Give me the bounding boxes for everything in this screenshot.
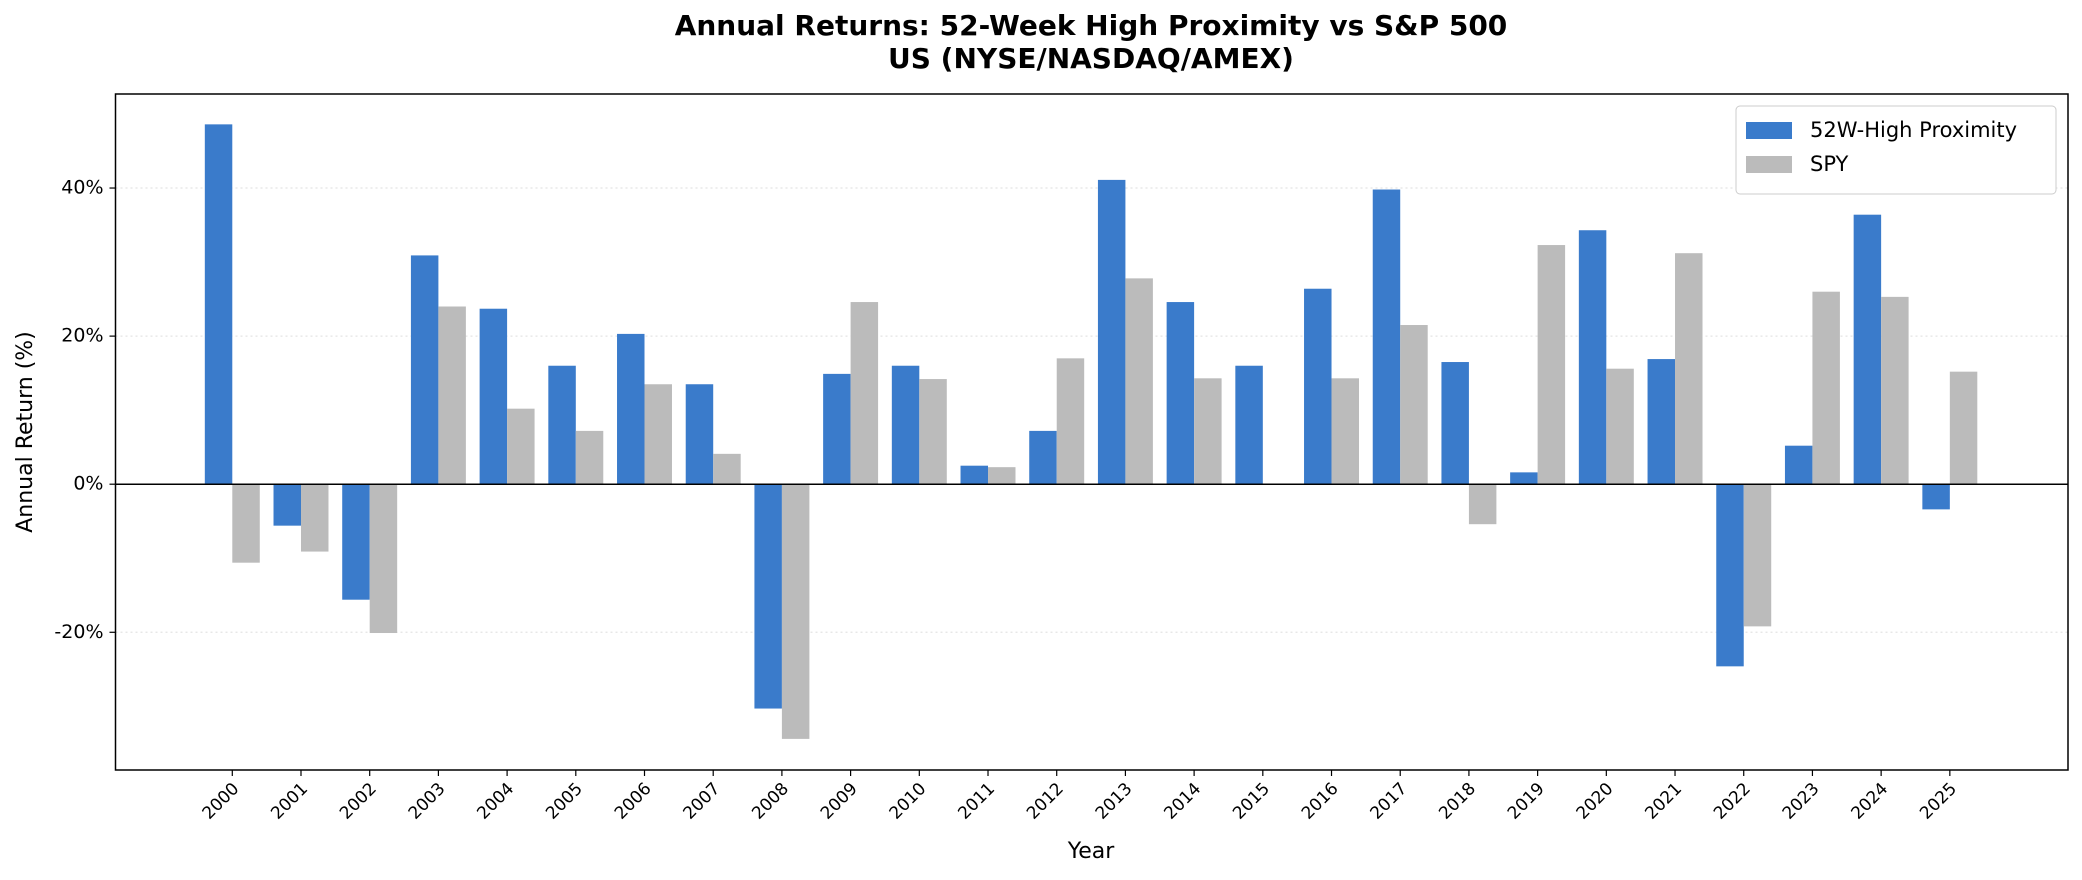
bar <box>1784 445 1813 485</box>
x-tick-label: 2020 <box>1573 779 1618 824</box>
bar <box>1675 253 1703 485</box>
bar <box>988 467 1016 485</box>
legend-box <box>1735 105 2057 195</box>
bar <box>823 373 851 485</box>
x-tick-label: 2005 <box>542 779 587 824</box>
bar <box>548 365 576 485</box>
bar <box>1194 378 1222 485</box>
bar <box>617 333 645 485</box>
bar <box>1235 365 1263 485</box>
bar <box>644 384 672 485</box>
chart-title: Annual Returns: 52-Week High Proximity v… <box>675 9 1508 42</box>
bar <box>1056 358 1085 485</box>
x-tick-label: 2011 <box>954 779 999 824</box>
bar <box>1400 325 1428 485</box>
bar <box>919 379 947 485</box>
bar <box>1537 245 1566 485</box>
bar <box>1881 296 1909 485</box>
bar <box>1606 368 1634 485</box>
x-tick-label: 2007 <box>680 779 725 824</box>
bar <box>575 430 604 485</box>
x-tick-label: 2006 <box>611 779 656 824</box>
x-tick-label: 2010 <box>886 779 931 824</box>
x-tick-label: 2019 <box>1504 779 1549 824</box>
x-tick-label: 2002 <box>336 779 381 824</box>
bar <box>713 453 741 485</box>
legend-label: 52W-High Proximity <box>1810 118 2017 142</box>
x-tick-label: 2022 <box>1710 779 1755 824</box>
bar <box>479 308 508 485</box>
bar <box>300 484 329 552</box>
y-tick-label: 0% <box>73 473 103 495</box>
bar <box>685 384 714 485</box>
bar <box>1743 484 1772 627</box>
bar <box>273 484 301 526</box>
y-tick-label: 40% <box>61 177 103 199</box>
bar <box>1578 230 1607 485</box>
legend-swatch <box>1746 156 1792 173</box>
bar <box>1468 484 1497 525</box>
bar <box>232 484 260 563</box>
x-tick-label: 2000 <box>199 779 244 824</box>
x-tick-label: 2016 <box>1298 779 1343 824</box>
x-tick-label: 2009 <box>817 779 862 824</box>
bar <box>1166 302 1195 485</box>
x-tick-label: 2021 <box>1641 779 1686 824</box>
x-tick-label: 2024 <box>1847 779 1892 824</box>
x-tick-label: 2012 <box>1023 779 1068 824</box>
legend: 52W-High Proximity SPY <box>1735 105 2057 195</box>
bar <box>410 255 439 485</box>
bar <box>1331 378 1359 485</box>
y-tick-label: 20% <box>61 325 103 347</box>
bar <box>1716 484 1744 667</box>
x-tick-label: 2014 <box>1160 779 1205 824</box>
bar <box>781 484 810 739</box>
bar <box>342 484 370 600</box>
bar <box>1922 484 1950 510</box>
plot-frame <box>114 93 2069 771</box>
x-tick-label: 2025 <box>1916 779 1961 824</box>
bar <box>438 306 466 485</box>
bar <box>891 365 920 485</box>
bar <box>1812 291 1840 485</box>
x-tick-label: 2003 <box>405 779 450 824</box>
x-axis-label: Year <box>1067 839 1116 864</box>
bar <box>1853 214 1882 485</box>
x-tick-label: 2008 <box>748 779 793 824</box>
x-tick-label: 2015 <box>1229 779 1274 824</box>
bar <box>960 465 989 485</box>
bar <box>1647 359 1676 485</box>
y-axis-label: Annual Return (%) <box>13 331 38 533</box>
x-tick-label: 2004 <box>473 779 518 824</box>
bar <box>1510 472 1538 485</box>
x-tick-label: 2018 <box>1435 779 1480 824</box>
bar <box>204 124 233 485</box>
bar <box>1125 278 1153 485</box>
bar <box>754 484 782 709</box>
legend-label: SPY <box>1810 152 1849 176</box>
bar <box>1097 179 1126 485</box>
bar <box>507 408 535 485</box>
bar <box>1949 371 1978 485</box>
bar <box>369 484 398 634</box>
y-tick-label: -20% <box>54 621 103 643</box>
legend-swatch <box>1746 122 1792 139</box>
bar <box>1029 430 1057 485</box>
chart-subtitle: US (NYSE/NASDAQ/AMEX) <box>888 42 1294 75</box>
x-tick-label: 2013 <box>1092 779 1137 824</box>
x-tick-label: 2001 <box>267 779 312 824</box>
bar <box>1304 288 1332 485</box>
bar <box>1372 189 1401 485</box>
x-tick-label: 2017 <box>1367 779 1412 824</box>
bar <box>850 302 879 485</box>
x-tick-label: 2023 <box>1779 779 1824 824</box>
bar <box>1441 362 1469 485</box>
